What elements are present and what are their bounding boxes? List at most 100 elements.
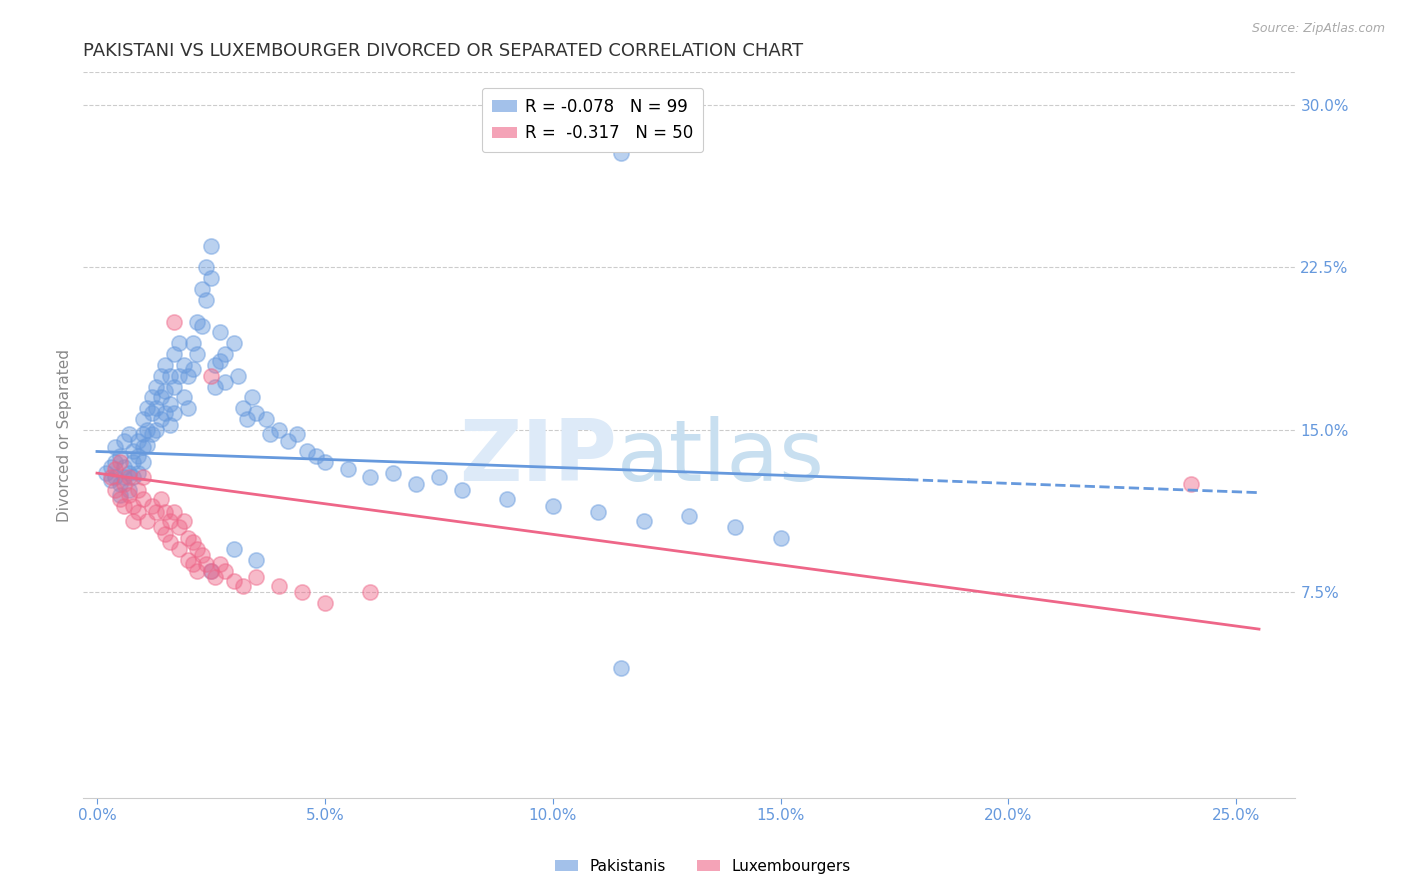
Point: [112, 470, 135, 484]
Point: [191, 318, 214, 333]
Point: [232, 401, 254, 416]
Legend: Pakistanis, Luxembourgers: Pakistanis, Luxembourgers: [548, 853, 858, 880]
Point: [678, 509, 700, 524]
Point: [633, 514, 655, 528]
Point: [200, 238, 222, 252]
Point: [200, 564, 222, 578]
Point: [127, 466, 149, 480]
Point: [177, 401, 200, 416]
Point: [769, 531, 792, 545]
Point: [131, 412, 153, 426]
Point: [496, 492, 519, 507]
Point: [177, 368, 200, 383]
Point: [145, 505, 167, 519]
Point: [155, 405, 177, 419]
Point: [163, 505, 186, 519]
Point: [450, 483, 472, 498]
Point: [314, 596, 336, 610]
Point: [186, 314, 208, 328]
Point: [186, 541, 208, 556]
Point: [149, 520, 172, 534]
Point: [118, 427, 141, 442]
Point: [100, 473, 122, 487]
Point: [359, 585, 381, 599]
Point: [191, 282, 214, 296]
Point: [336, 462, 359, 476]
Point: [149, 412, 172, 426]
Point: [359, 470, 381, 484]
Point: [181, 362, 204, 376]
Point: [141, 427, 163, 442]
Point: [277, 434, 299, 448]
Point: [245, 570, 267, 584]
Point: [145, 401, 167, 416]
Point: [155, 526, 177, 541]
Point: [167, 520, 190, 534]
Point: [141, 405, 163, 419]
Point: [104, 462, 127, 476]
Point: [136, 514, 159, 528]
Point: [305, 449, 328, 463]
Point: [236, 412, 259, 426]
Point: [163, 314, 186, 328]
Point: [131, 440, 153, 454]
Point: [259, 427, 281, 442]
Point: [195, 293, 218, 307]
Point: [204, 379, 226, 393]
Point: [112, 434, 135, 448]
Point: [291, 585, 314, 599]
Point: [195, 260, 218, 275]
Point: [136, 438, 159, 452]
Point: [195, 557, 218, 571]
Point: [269, 423, 291, 437]
Point: [112, 499, 135, 513]
Point: [104, 483, 127, 498]
Point: [1180, 477, 1202, 491]
Point: [131, 470, 153, 484]
Point: [122, 444, 145, 458]
Text: Source: ZipAtlas.com: Source: ZipAtlas.com: [1251, 22, 1385, 36]
Point: [112, 459, 135, 474]
Text: ZIP: ZIP: [458, 416, 617, 499]
Point: [186, 347, 208, 361]
Point: [173, 514, 195, 528]
Point: [204, 358, 226, 372]
Point: [159, 514, 181, 528]
Point: [208, 557, 231, 571]
Point: [155, 358, 177, 372]
Point: [222, 541, 245, 556]
Point: [122, 514, 145, 528]
Point: [118, 466, 141, 480]
Point: [118, 488, 141, 502]
Point: [136, 401, 159, 416]
Point: [167, 336, 190, 351]
Point: [295, 444, 318, 458]
Point: [149, 492, 172, 507]
Point: [100, 459, 122, 474]
Point: [112, 477, 135, 491]
Point: [226, 368, 249, 383]
Point: [108, 449, 131, 463]
Point: [586, 505, 609, 519]
Point: [208, 353, 231, 368]
Point: [149, 390, 172, 404]
Point: [541, 499, 564, 513]
Point: [163, 347, 186, 361]
Point: [186, 564, 208, 578]
Point: [149, 368, 172, 383]
Point: [100, 470, 122, 484]
Point: [155, 384, 177, 398]
Point: [214, 375, 236, 389]
Y-axis label: Divorced or Separated: Divorced or Separated: [58, 349, 72, 522]
Point: [177, 531, 200, 545]
Point: [245, 553, 267, 567]
Point: [127, 434, 149, 448]
Text: PAKISTANI VS LUXEMBOURGER DIVORCED OR SEPARATED CORRELATION CHART: PAKISTANI VS LUXEMBOURGER DIVORCED OR SE…: [83, 42, 803, 60]
Point: [131, 492, 153, 507]
Point: [155, 505, 177, 519]
Point: [163, 379, 186, 393]
Point: [127, 449, 149, 463]
Point: [108, 488, 131, 502]
Point: [610, 145, 633, 160]
Point: [127, 483, 149, 498]
